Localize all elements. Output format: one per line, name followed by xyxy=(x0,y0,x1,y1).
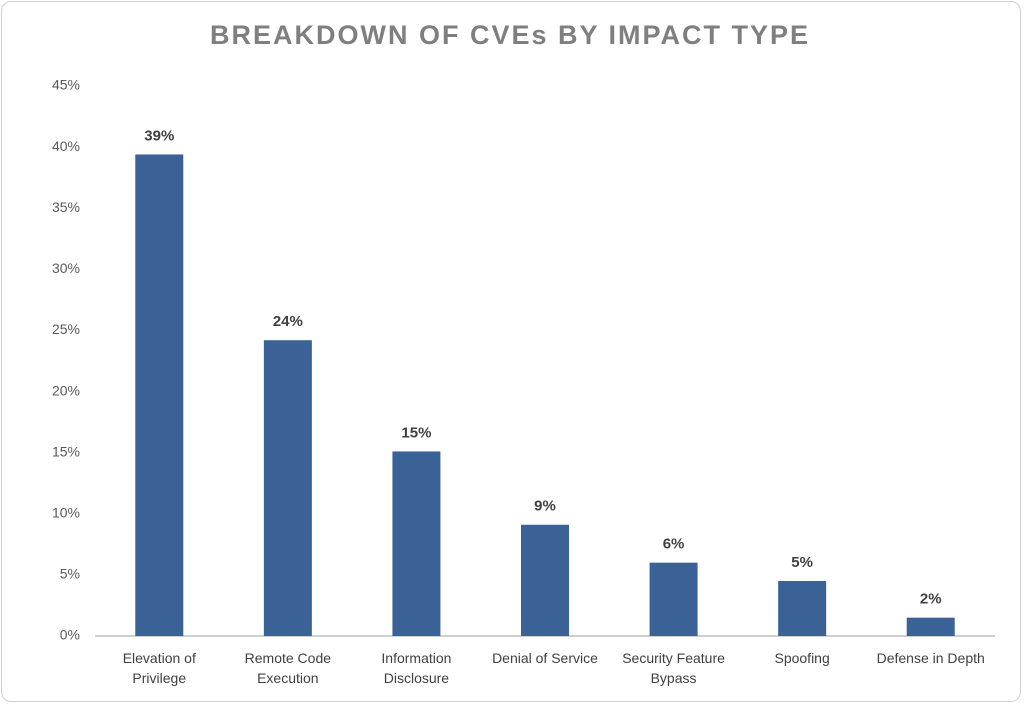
y-tick-label: 10% xyxy=(52,504,80,520)
data-label: 39% xyxy=(144,127,174,144)
y-tick-label: 35% xyxy=(52,199,80,215)
bar xyxy=(906,617,955,636)
bar xyxy=(778,581,827,636)
y-tick-label: 5% xyxy=(60,566,80,582)
x-tick-label: Spoofing xyxy=(774,650,830,666)
x-tick-label: Elevation of Privilege xyxy=(122,650,196,686)
bar xyxy=(521,524,569,636)
bar xyxy=(649,562,698,636)
data-label: 24% xyxy=(273,313,303,330)
y-tick-label: 20% xyxy=(52,382,80,398)
x-tick-label: Remote Code Execution xyxy=(244,650,332,686)
y-tick-label: 40% xyxy=(52,138,80,154)
chart-title: BREAKDOWN OF CVEs BY IMPACT TYPE xyxy=(210,20,810,50)
x-tick-label: Security Feature Bypass xyxy=(622,650,725,686)
data-label: 9% xyxy=(534,498,556,515)
y-tick-label: 25% xyxy=(52,321,80,337)
x-tick-label: Defense in Depth xyxy=(876,650,985,666)
x-tick-label: Information Disclosure xyxy=(381,650,452,686)
y-tick-label: 0% xyxy=(60,627,80,643)
y-tick-label: 30% xyxy=(52,260,80,276)
data-label: 6% xyxy=(663,536,685,553)
x-tick-label: Denial of Service xyxy=(492,650,598,666)
y-tick-label: 15% xyxy=(52,443,80,459)
bar xyxy=(263,340,312,636)
bar xyxy=(392,451,441,636)
data-label: 15% xyxy=(401,424,431,441)
data-label: 5% xyxy=(791,554,813,571)
y-tick-label: 45% xyxy=(52,77,80,93)
bar xyxy=(135,154,184,636)
data-label: 2% xyxy=(920,591,942,608)
